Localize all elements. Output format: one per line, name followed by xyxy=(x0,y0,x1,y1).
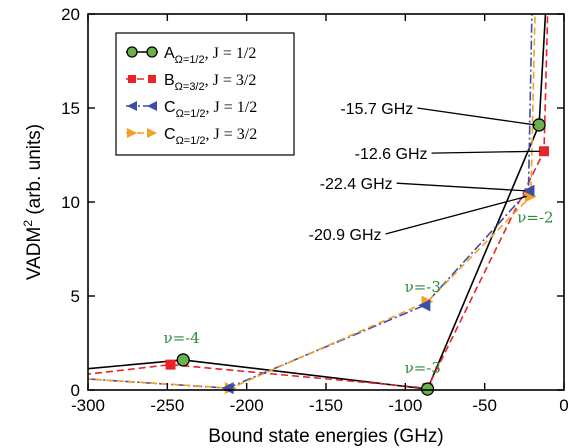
legend-letter: C xyxy=(164,99,176,116)
legend-letter: C xyxy=(164,126,176,143)
x-tick-label: 0 xyxy=(559,396,568,415)
legend-j-value: , J = 1/2 xyxy=(206,99,258,116)
annotation-label: -22.4 GHz xyxy=(320,176,393,193)
legend-box xyxy=(115,32,295,156)
nu-label: ν=-4 xyxy=(163,329,199,347)
legend-marker-C3 xyxy=(127,128,137,138)
legend-entry-B: BΩ=3/2, J = 3/2 xyxy=(164,72,256,93)
legend-subscript: Ω=3/2 xyxy=(175,81,205,93)
legend-entry-C3: CΩ=1/2, J = 3/2 xyxy=(164,126,257,147)
annotation-leader xyxy=(396,182,525,192)
legend-subscript: Ω=1/2 xyxy=(176,108,206,120)
x-tick-label: -250 xyxy=(150,396,184,415)
legend-marker-C1 xyxy=(127,101,137,111)
legend-marker-C3 xyxy=(147,128,157,138)
annotation-label: -15.7 GHz xyxy=(340,101,413,118)
annotation-label: -12.6 GHz xyxy=(355,146,428,163)
y-axis-title-main: VADM xyxy=(24,227,45,280)
legend-j-value: , J = 1/2 xyxy=(205,45,257,62)
data-point-C1 xyxy=(221,382,234,395)
annotation-leader xyxy=(385,195,528,235)
data-point-A xyxy=(420,382,435,396)
x-tick-label: -100 xyxy=(388,396,422,415)
x-axis-title: Bound state energies (GHz) xyxy=(208,426,444,447)
x-tick-label: -200 xyxy=(230,396,264,415)
data-point-B xyxy=(165,359,176,370)
data-point-B xyxy=(539,146,550,157)
y-tick-label: 10 xyxy=(61,193,80,212)
annotation-leader xyxy=(417,107,536,126)
x-tick-label: -50 xyxy=(472,396,497,415)
legend-j-value: , J = 3/2 xyxy=(206,126,258,143)
legend-marker-B xyxy=(148,75,156,83)
legend-entry-A: AΩ=1/2, J = 1/2 xyxy=(164,45,256,66)
legend-marker-A xyxy=(126,46,138,58)
nu-label: ν=-2 xyxy=(517,209,553,227)
legend-marker-A xyxy=(146,46,158,58)
x-tick-label: -150 xyxy=(309,396,343,415)
legend-j-value: , J = 3/2 xyxy=(205,72,257,89)
legend-letter: A xyxy=(164,45,175,62)
x-tick-label: -300 xyxy=(71,396,105,415)
legend-marker-B xyxy=(128,75,136,83)
annotation-label: -20.9 GHz xyxy=(309,227,382,244)
data-point-C1 xyxy=(522,184,535,197)
y-tick-label: 15 xyxy=(61,99,80,118)
y-tick-label: 0 xyxy=(71,381,80,400)
data-point-C1 xyxy=(418,299,431,312)
legend-subscript: Ω=1/2 xyxy=(176,135,206,147)
y-axis-title-tail: (arb. units) xyxy=(24,124,45,220)
annotation-leader xyxy=(431,150,541,154)
nu-label: ν=-3 xyxy=(405,359,441,377)
legend-subscript: Ω=1/2 xyxy=(175,54,205,66)
data-point-A xyxy=(176,353,190,367)
legend-letter: B xyxy=(164,72,175,89)
y-tick-label: 5 xyxy=(71,287,80,306)
legend-marker-C1 xyxy=(147,101,157,111)
y-axis-title-sup: 2 xyxy=(21,220,35,227)
y-axis-title: VADM2 (arb. units) xyxy=(21,124,45,280)
legend-entry-C1: CΩ=1/2, J = 1/2 xyxy=(164,99,257,120)
nu-label: ν=-3 xyxy=(405,278,441,296)
y-tick-label: 20 xyxy=(61,5,80,24)
